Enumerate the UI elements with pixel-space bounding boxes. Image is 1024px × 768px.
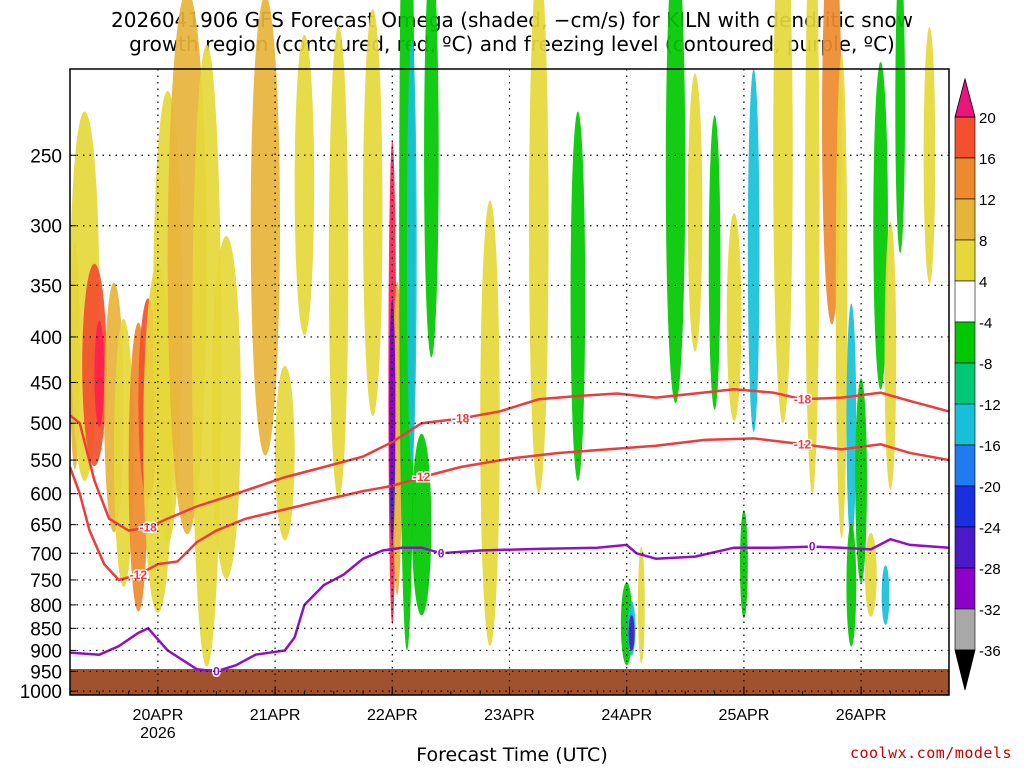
y-tick-label: 450 xyxy=(30,373,62,394)
omega-shade-cell xyxy=(881,565,890,625)
dendritic-contour-label: -12 xyxy=(130,568,148,582)
dendritic-contour-label: -18 xyxy=(139,521,157,535)
colorbar-segment xyxy=(954,485,976,528)
omega-shade-cell xyxy=(804,0,820,494)
omega-shade-cell xyxy=(294,34,315,336)
x-tick-label: 20APR xyxy=(133,707,184,724)
dendritic-contour-label: -18 xyxy=(794,392,812,406)
y-tick-label: 750 xyxy=(30,571,62,592)
omega-shade-cell xyxy=(846,523,857,647)
freezing-level-contour-label: 0 xyxy=(213,664,220,678)
omega-shade-cell xyxy=(628,614,635,651)
omega-shade-cell xyxy=(275,365,295,541)
omega-shade-cell xyxy=(665,0,686,404)
omega-shade-cell xyxy=(94,320,105,427)
omega-shade-cell xyxy=(192,44,222,667)
plot-frame xyxy=(69,68,950,696)
y-tick-label: 400 xyxy=(30,328,62,349)
colorbar-label: -16 xyxy=(979,438,1001,455)
y-tick-label: 300 xyxy=(30,217,62,238)
omega-shade-cell xyxy=(773,0,793,424)
colorbar-segment xyxy=(954,321,976,364)
freezing-level-contour-label: 0 xyxy=(809,540,816,554)
omega-shade-cell xyxy=(726,212,742,422)
colorbar-label: 8 xyxy=(979,233,987,250)
omega-shade-cell xyxy=(708,115,721,410)
y-tick-label: 900 xyxy=(30,641,62,662)
y-tick-label: 350 xyxy=(30,276,62,297)
y-tick-label: 550 xyxy=(30,451,62,472)
omega-shade-cell xyxy=(328,26,349,500)
colorbar-label: 16 xyxy=(979,151,996,168)
omega-shade-cell xyxy=(480,200,500,646)
freezing-level-contour xyxy=(69,537,950,673)
colorbar-label: -4 xyxy=(979,315,992,332)
colorbar-label: -32 xyxy=(979,602,1001,619)
omega-shade-cell xyxy=(865,532,877,617)
colorbar-segment xyxy=(954,239,976,282)
omega-shade-cell xyxy=(406,38,417,464)
x-tick-label: 22APR xyxy=(367,707,418,724)
colorbar-top-arrow xyxy=(954,77,976,118)
y-tick-label: 850 xyxy=(30,619,62,640)
dendritic-contour xyxy=(68,437,950,582)
omega-shade-cell xyxy=(529,0,549,494)
y-tick-label: 500 xyxy=(30,414,62,435)
credit-link[interactable]: coolwx.com/models xyxy=(849,744,1012,762)
dendritic-contour-label: -12 xyxy=(794,437,812,451)
colorbar-label: 12 xyxy=(979,192,996,209)
colorbar-label: -28 xyxy=(979,561,1001,578)
x-tick-sublabel: 2026 xyxy=(140,725,176,742)
dendritic-contour-label: -18 xyxy=(452,412,470,426)
y-tick-label: 800 xyxy=(30,596,62,617)
y-tick-label: 650 xyxy=(30,516,62,537)
omega-shade-cell xyxy=(835,54,848,539)
omega-shade-cell xyxy=(747,69,760,433)
omega-shade-cell xyxy=(884,221,897,490)
colorbar-label: -36 xyxy=(979,643,1001,660)
colorbar-segment xyxy=(954,198,976,241)
colorbar-segment xyxy=(954,567,976,610)
colorbar-segment xyxy=(954,526,976,569)
omega-shade-cell xyxy=(389,298,396,501)
colorbar-bottom-arrow xyxy=(954,649,976,691)
omega-shade-cell xyxy=(250,0,280,456)
dendritic-contour-label: -12 xyxy=(413,470,431,484)
colorbar-label: 20 xyxy=(979,110,996,127)
colorbar-label: -8 xyxy=(979,356,992,373)
x-tick-label: 26APR xyxy=(836,707,887,724)
colorbar-segment xyxy=(954,362,976,405)
colorbar-label: -24 xyxy=(979,520,1001,537)
colorbar-label: -12 xyxy=(979,397,1001,414)
y-tick-label: 1000 xyxy=(20,682,62,703)
omega-shade-cell xyxy=(424,0,439,358)
omega-shade-cell xyxy=(113,318,134,587)
colorbar-segment xyxy=(954,403,976,446)
colorbar-segment xyxy=(954,444,976,487)
y-tick-label: 700 xyxy=(30,544,62,565)
y-tick-label: 950 xyxy=(30,662,62,683)
omega-shade-cell xyxy=(637,546,645,664)
omega-shade-cell xyxy=(363,9,383,417)
colorbar-label: 4 xyxy=(979,274,987,291)
colorbar-segment xyxy=(954,608,976,651)
y-tick-label: 250 xyxy=(30,146,62,167)
x-tick-label: 25APR xyxy=(719,707,770,724)
colorbar-label: -20 xyxy=(979,479,1001,496)
omega-shade-cell xyxy=(895,0,906,254)
omega-shade-cell xyxy=(570,111,586,481)
colorbar-segment xyxy=(954,157,976,200)
colorbar-segment xyxy=(954,280,976,323)
omega-shade-cell xyxy=(687,73,703,352)
omega-shade-cell xyxy=(873,61,888,390)
colorbar-segment xyxy=(954,116,976,159)
x-tick-label: 23APR xyxy=(484,707,535,724)
x-tick-label: 21APR xyxy=(250,707,301,724)
y-tick-label: 600 xyxy=(30,485,62,506)
x-axis-title: Forecast Time (UTC) xyxy=(416,744,608,766)
omega-shade-cell xyxy=(855,378,867,583)
x-tick-label: 24APR xyxy=(601,707,652,724)
